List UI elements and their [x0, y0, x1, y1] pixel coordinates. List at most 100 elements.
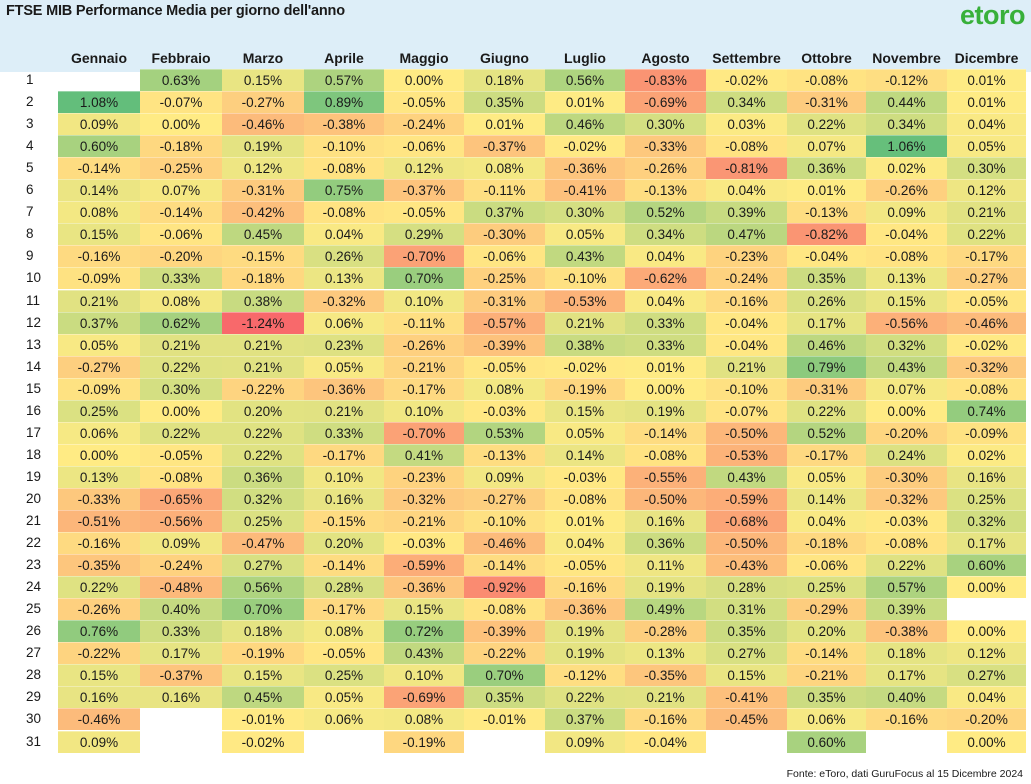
heatmap-cell: 0.40% [140, 598, 222, 621]
heatmap-cell: 0.49% [625, 598, 706, 621]
heatmap-cell: -0.38% [304, 113, 384, 136]
heatmap-cell: 0.22% [222, 421, 304, 444]
heatmap-cell: -0.53% [706, 443, 787, 466]
heatmap-cell: 0.18% [222, 620, 304, 643]
heatmap-cell: 0.00% [947, 730, 1026, 753]
heatmap-cell: 0.22% [545, 686, 625, 709]
heatmap-cell: 0.15% [58, 664, 140, 687]
heatmap-cell: -0.20% [866, 421, 947, 444]
heatmap-cell: -0.14% [464, 554, 545, 577]
heatmap-cell: 0.32% [222, 487, 304, 510]
heatmap-cell: 0.37% [58, 311, 140, 334]
heatmap-cell: -0.50% [625, 487, 706, 510]
heatmap-cell: 0.56% [222, 576, 304, 599]
heatmap-cell: -0.21% [384, 510, 464, 532]
heatmap-cell: -0.56% [866, 311, 947, 334]
heatmap-cell: -0.22% [58, 642, 140, 665]
day-label-31: 31 [26, 733, 42, 749]
heatmap-cell: -0.42% [222, 201, 304, 224]
heatmap-cell: 0.32% [947, 510, 1026, 532]
heatmap-cell: -0.31% [464, 289, 545, 312]
heatmap-cell: -0.81% [706, 157, 787, 180]
heatmap-cell: -0.26% [866, 179, 947, 202]
heatmap-cell: 0.62% [140, 311, 222, 334]
heatmap-cell: 0.05% [58, 333, 140, 356]
heatmap-cell: 0.08% [464, 377, 545, 400]
month-header-giugno: Giugno [480, 50, 529, 66]
heatmap-cell: 0.20% [304, 532, 384, 555]
day-label-20: 20 [26, 490, 42, 506]
heatmap-cell: 0.23% [304, 333, 384, 356]
heatmap-cell: -0.06% [787, 554, 866, 577]
heatmap-cell: 0.09% [866, 201, 947, 224]
day-label-12: 12 [26, 314, 42, 330]
heatmap-cell: 0.28% [706, 576, 787, 599]
heatmap-cell: 0.13% [304, 267, 384, 290]
heatmap-cell: 0.00% [140, 399, 222, 422]
heatmap-cell: -0.48% [140, 576, 222, 599]
heatmap-cell: 0.00% [947, 576, 1026, 599]
heatmap-cell: 0.05% [947, 135, 1026, 158]
heatmap-cell: 0.22% [787, 399, 866, 422]
heatmap-cell: 0.40% [866, 686, 947, 709]
heatmap-cell: 0.89% [304, 91, 384, 114]
day-label-19: 19 [26, 468, 42, 484]
heatmap-cell: -0.15% [304, 510, 384, 532]
heatmap-cell: -0.02% [222, 730, 304, 753]
month-header-dicembre: Dicembre [954, 50, 1019, 66]
heatmap-cell: -0.17% [787, 443, 866, 466]
heatmap-cell: -0.46% [58, 708, 140, 731]
heatmap-cell: -0.12% [545, 664, 625, 687]
heatmap-cell: -0.02% [706, 69, 787, 91]
heatmap-cell: -0.08% [464, 598, 545, 621]
heatmap-cell: 0.35% [787, 686, 866, 709]
heatmap-cell: 0.18% [464, 69, 545, 91]
heatmap-cell: 0.06% [787, 708, 866, 731]
heatmap-cell: -0.20% [140, 245, 222, 268]
heatmap-cell: 0.74% [947, 399, 1026, 422]
heatmap-cell: -0.17% [947, 245, 1026, 268]
heatmap-cell: 0.00% [140, 113, 222, 136]
heatmap-cell: -0.14% [304, 554, 384, 577]
heatmap-cell: -0.31% [222, 179, 304, 202]
heatmap-cell: 0.33% [140, 620, 222, 643]
day-label-15: 15 [26, 380, 42, 396]
heatmap-cell: -0.08% [706, 135, 787, 158]
heatmap-cell: 0.13% [58, 465, 140, 488]
heatmap-cell: -0.14% [140, 201, 222, 224]
heatmap-cell: 0.14% [545, 443, 625, 466]
heatmap-cell: -0.10% [464, 510, 545, 532]
chart-title: FTSE MIB Performance Media per giorno de… [6, 3, 345, 19]
heatmap-cell: -0.26% [625, 157, 706, 180]
heatmap-cell: 0.25% [222, 510, 304, 532]
heatmap-cell: -0.17% [304, 598, 384, 621]
heatmap-cell: -0.13% [625, 179, 706, 202]
heatmap-cell: -0.24% [140, 554, 222, 577]
heatmap-cell: 0.34% [866, 113, 947, 136]
heatmap-cell: 0.17% [140, 642, 222, 665]
heatmap-cell: 0.35% [787, 267, 866, 290]
day-label-25: 25 [26, 601, 42, 617]
heatmap-cell: -0.41% [545, 179, 625, 202]
heatmap-cell: 0.09% [545, 730, 625, 753]
heatmap-cell: -0.02% [545, 355, 625, 378]
heatmap-cell: 0.43% [706, 465, 787, 488]
day-label-24: 24 [26, 579, 42, 595]
heatmap-cell: -0.56% [140, 510, 222, 532]
heatmap-cell: 0.35% [464, 91, 545, 114]
heatmap-cell: 0.21% [222, 355, 304, 378]
heatmap-cell: 0.12% [384, 157, 464, 180]
day-label-5: 5 [26, 160, 34, 176]
heatmap-cell: 0.19% [625, 576, 706, 599]
heatmap-cell: -0.04% [706, 333, 787, 356]
heatmap-cell: 0.05% [545, 421, 625, 444]
heatmap-cell: -0.16% [866, 708, 947, 731]
month-header-luglio: Luglio [564, 50, 606, 66]
heatmap-cell: 0.33% [140, 267, 222, 290]
heatmap-cell: -0.08% [787, 69, 866, 91]
heatmap-cell: 0.16% [140, 686, 222, 709]
heatmap-cell: -0.25% [464, 267, 545, 290]
heatmap-cell: -0.09% [58, 377, 140, 400]
day-label-23: 23 [26, 557, 42, 573]
heatmap-cell: -0.10% [706, 377, 787, 400]
